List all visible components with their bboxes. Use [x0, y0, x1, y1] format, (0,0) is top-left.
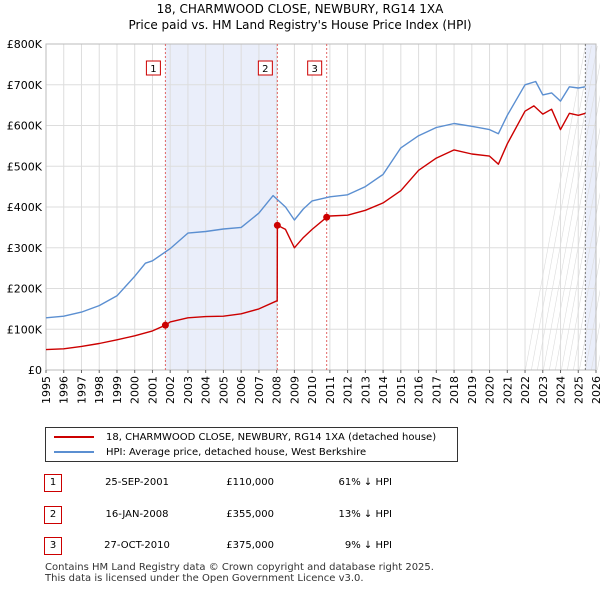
- x-tick-label: 2002: [164, 376, 177, 404]
- x-tick-label: 2019: [466, 376, 479, 404]
- hatch-line: [573, 224, 600, 371]
- y-tick-label: £500K: [7, 160, 43, 173]
- transaction-label-box: [145, 60, 161, 76]
- x-tick-label: 2011: [324, 376, 337, 404]
- x-tick-label: 2001: [146, 376, 159, 404]
- chart-title-line2: Price paid vs. HM Land Registry's House …: [128, 18, 472, 32]
- x-tick-label: 2016: [413, 376, 426, 404]
- legend-swatch-hpi: [54, 451, 94, 453]
- legend-label-hpi: HPI: Average price, detached house, West…: [106, 446, 367, 458]
- x-tick-label: 2018: [448, 376, 461, 404]
- x-tick-label: 2024: [555, 376, 568, 404]
- hatch-line: [549, 94, 600, 371]
- x-tick-label: 2007: [253, 376, 266, 404]
- hatch-line: [585, 289, 600, 371]
- transaction-number: 1: [44, 474, 62, 492]
- hatch-line: [525, 45, 586, 371]
- legend-label-property: 18, CHARMWOOD CLOSE, NEWBURY, RG14 1XA (…: [106, 431, 437, 443]
- transaction-number: 2: [44, 506, 62, 524]
- y-tick-label: £400K: [7, 201, 43, 214]
- x-tick-label: 2015: [395, 376, 408, 404]
- hatch-line: [537, 45, 598, 371]
- x-tick-label: 2005: [217, 376, 230, 404]
- hatch-line: [543, 62, 600, 371]
- x-tick-label: 1998: [93, 376, 106, 404]
- x-tick-label: 2017: [430, 376, 443, 404]
- y-tick-label: £200K: [7, 283, 43, 296]
- price-chart: 1 2 3 £0 £100K £200K £300K £400K £500K £600K £700K…: [7, 38, 600, 404]
- footer-line2: This data is licensed under the Open Gov…: [45, 573, 364, 584]
- hatch-line: [531, 45, 592, 371]
- transaction-hpi-delta: 13% ↓ HPI: [338, 509, 392, 520]
- legend-swatch-property: [54, 436, 94, 438]
- y-tick-label: £0: [28, 364, 42, 377]
- x-tick-label: 2003: [182, 376, 195, 404]
- plot-border: [45, 43, 597, 371]
- transaction-price: £375,000: [226, 540, 274, 551]
- x-tick-label: 2008: [271, 376, 284, 404]
- x-tick-label: 2014: [377, 376, 390, 404]
- series-line-hpi: [45, 80, 586, 319]
- transaction-price: £355,000: [226, 509, 274, 520]
- x-tick-label: 2006: [235, 376, 248, 404]
- x-tick-label: 2012: [342, 376, 355, 404]
- hatch-line: [561, 159, 600, 371]
- x-tick-label: 2020: [484, 376, 497, 404]
- x-tick-label: 2004: [200, 376, 213, 404]
- x-tick-label: 1997: [75, 376, 88, 404]
- legend-item-property: 18, CHARMWOOD CLOSE, NEWBURY, RG14 1XA (…: [54, 430, 436, 444]
- x-tick-label: 2009: [288, 376, 301, 404]
- x-tick-label: 2023: [537, 376, 550, 404]
- transaction-date: 16-JAN-2008: [105, 509, 169, 520]
- x-tick-label: 2026: [590, 376, 600, 404]
- x-tick-label: 1996: [58, 376, 71, 404]
- transaction-hpi-delta: 61% ↓ HPI: [338, 477, 392, 488]
- legend-item-hpi: HPI: Average price, detached house, West…: [54, 445, 366, 459]
- hatch-line: [567, 192, 600, 371]
- footer-line1: Contains HM Land Registry data © Crown c…: [45, 562, 434, 573]
- transaction-number: 3: [44, 537, 62, 555]
- y-tick-label: £600K: [7, 120, 43, 133]
- transaction-point: [161, 321, 169, 329]
- y-tick-label: £300K: [7, 242, 43, 255]
- hatch-line: [579, 256, 600, 371]
- y-tick-label: £700K: [7, 79, 43, 92]
- transaction-hpi-delta: 9% ↓ HPI: [344, 540, 392, 551]
- transaction-label: 2: [262, 64, 268, 75]
- x-tick-label: 1995: [40, 376, 53, 404]
- footer-attribution: Contains HM Land Registry data © Crown c…: [45, 562, 434, 584]
- x-tick-label: 2010: [306, 376, 319, 404]
- x-tick-label: 2000: [129, 376, 142, 404]
- transaction-point: [323, 213, 331, 221]
- transaction-date: 25-SEP-2001: [105, 477, 169, 488]
- x-tick-label: 2022: [519, 376, 532, 404]
- transaction-point: [273, 221, 281, 229]
- transaction-label-box: [257, 60, 273, 76]
- transaction-label: 1: [150, 64, 156, 75]
- chart-legend: 18, CHARMWOOD CLOSE, NEWBURY, RG14 1XA (…: [45, 427, 458, 462]
- x-tick-label: 2025: [572, 376, 585, 404]
- transaction-label: 3: [311, 64, 317, 75]
- chart-title-line1: 18, CHARMWOOD CLOSE, NEWBURY, RG14 1XA: [156, 2, 444, 16]
- transaction-date: 27-OCT-2010: [104, 540, 170, 551]
- x-tick-label: 2021: [501, 376, 514, 404]
- x-tick-label: 1999: [111, 376, 124, 404]
- y-tick-label: £100K: [7, 323, 43, 336]
- transaction-label-box: [307, 60, 323, 76]
- x-tick-label: 2013: [359, 376, 372, 404]
- transaction-price: £110,000: [226, 477, 274, 488]
- y-tick-label: £800K: [7, 38, 43, 51]
